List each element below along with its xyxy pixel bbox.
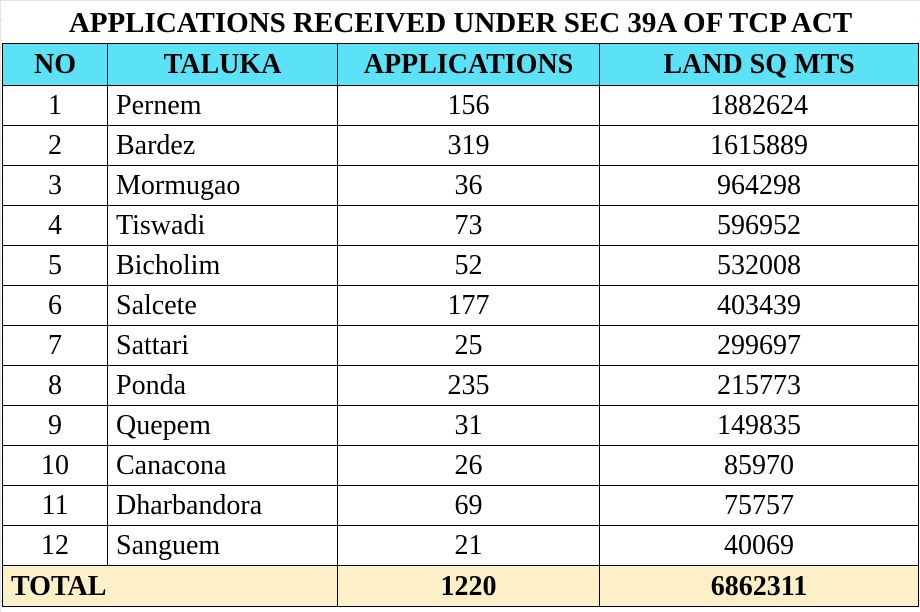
table-row: 12 Sanguem 21 40069	[2, 525, 920, 566]
cell-no[interactable]: 1	[2, 85, 108, 126]
cell-no[interactable]: 6	[2, 285, 108, 326]
cell-no[interactable]: 9	[2, 405, 108, 446]
total-row: TOTAL 1220 6862311	[2, 565, 920, 607]
cell-applications[interactable]: 36	[337, 165, 600, 206]
table-row: 2 Bardez 319 1615889	[2, 125, 920, 166]
cell-taluka[interactable]: Bardez	[107, 125, 338, 166]
cell-land[interactable]: 596952	[598, 205, 920, 246]
cell-land[interactable]: 149835	[598, 405, 920, 446]
cell-taluka[interactable]: Sanguem	[107, 525, 338, 566]
cell-no[interactable]: 4	[2, 205, 108, 246]
column-header-no[interactable]: NO	[2, 43, 108, 86]
cell-land[interactable]: 964298	[598, 165, 920, 206]
cell-no[interactable]: 2	[2, 125, 108, 166]
table-row: 1 Pernem 156 1882624	[2, 85, 920, 126]
cell-applications[interactable]: 31	[337, 405, 600, 446]
table-row: 4 Tiswadi 73 596952	[2, 205, 920, 246]
cell-land[interactable]: 40069	[598, 525, 920, 566]
table-row: 11 Dharbandora 69 75757	[2, 485, 920, 526]
cell-taluka[interactable]: Quepem	[107, 405, 338, 446]
cell-applications[interactable]: 177	[337, 285, 600, 326]
cell-no[interactable]: 5	[2, 245, 108, 286]
cell-taluka[interactable]: Dharbandora	[107, 485, 338, 526]
cell-no[interactable]: 10	[2, 445, 108, 486]
column-header-applications[interactable]: APPLICATIONS	[337, 43, 600, 86]
table-row: 7 Sattari 25 299697	[2, 325, 920, 366]
total-label-cell[interactable]: TOTAL	[2, 565, 338, 607]
cell-no[interactable]: 11	[2, 485, 108, 526]
column-header-taluka[interactable]: TALUKA	[107, 43, 338, 86]
cell-applications[interactable]: 319	[337, 125, 600, 166]
cell-applications[interactable]: 235	[337, 365, 600, 406]
cell-taluka[interactable]: Pernem	[107, 85, 338, 126]
cell-no[interactable]: 8	[2, 365, 108, 406]
cell-no[interactable]: 12	[2, 525, 108, 566]
table-row: 9 Quepem 31 149835	[2, 405, 920, 446]
table-body: 1 Pernem 156 1882624 2 Bardez 319 1615889 3 Mormu…	[2, 85, 920, 566]
cell-land[interactable]: 75757	[598, 485, 920, 526]
total-applications-cell[interactable]: 1220	[337, 565, 600, 607]
cell-applications[interactable]: 21	[337, 525, 600, 566]
cell-taluka[interactable]: Bicholim	[107, 245, 338, 286]
cell-applications[interactable]: 25	[337, 325, 600, 366]
cell-taluka[interactable]: Canacona	[107, 445, 338, 486]
cell-land[interactable]: 1615889	[598, 125, 920, 166]
cell-taluka[interactable]: Ponda	[107, 365, 338, 406]
header-row: NO TALUKA APPLICATIONS LAND SQ MTS	[2, 43, 920, 86]
table-row: 10 Canacona 26 85970	[2, 445, 920, 486]
cell-land[interactable]: 532008	[598, 245, 920, 286]
cell-applications[interactable]: 73	[337, 205, 600, 246]
table-row: 6 Salcete 177 403439	[2, 285, 920, 326]
cell-taluka[interactable]: Salcete	[107, 285, 338, 326]
cell-land[interactable]: 85970	[598, 445, 920, 486]
cell-applications[interactable]: 26	[337, 445, 600, 486]
cell-applications[interactable]: 52	[337, 245, 600, 286]
cell-no[interactable]: 7	[2, 325, 108, 366]
table-row: 3 Mormugao 36 964298	[2, 165, 920, 206]
cell-land[interactable]: 403439	[598, 285, 920, 326]
table-row: 5 Bicholim 52 532008	[2, 245, 920, 286]
title-row: APPLICATIONS RECEIVED UNDER SEC 39A OF T…	[2, 4, 919, 44]
cell-land[interactable]: 1882624	[598, 85, 920, 126]
cell-applications[interactable]: 69	[337, 485, 600, 526]
cell-taluka[interactable]: Mormugao	[107, 165, 338, 206]
cell-land[interactable]: 299697	[598, 325, 920, 366]
table-title[interactable]: APPLICATIONS RECEIVED UNDER SEC 39A OF T…	[2, 4, 919, 44]
cell-applications[interactable]: 156	[337, 85, 600, 126]
total-land-cell[interactable]: 6862311	[598, 565, 920, 607]
cell-taluka[interactable]: Sattari	[107, 325, 338, 366]
column-header-land[interactable]: LAND SQ MTS	[598, 43, 920, 86]
cell-land[interactable]: 215773	[598, 365, 920, 406]
applications-table: APPLICATIONS RECEIVED UNDER SEC 39A OF T…	[2, 4, 920, 607]
table-row: 8 Ponda 235 215773	[2, 365, 920, 406]
cell-no[interactable]: 3	[2, 165, 108, 206]
cell-taluka[interactable]: Tiswadi	[107, 205, 338, 246]
